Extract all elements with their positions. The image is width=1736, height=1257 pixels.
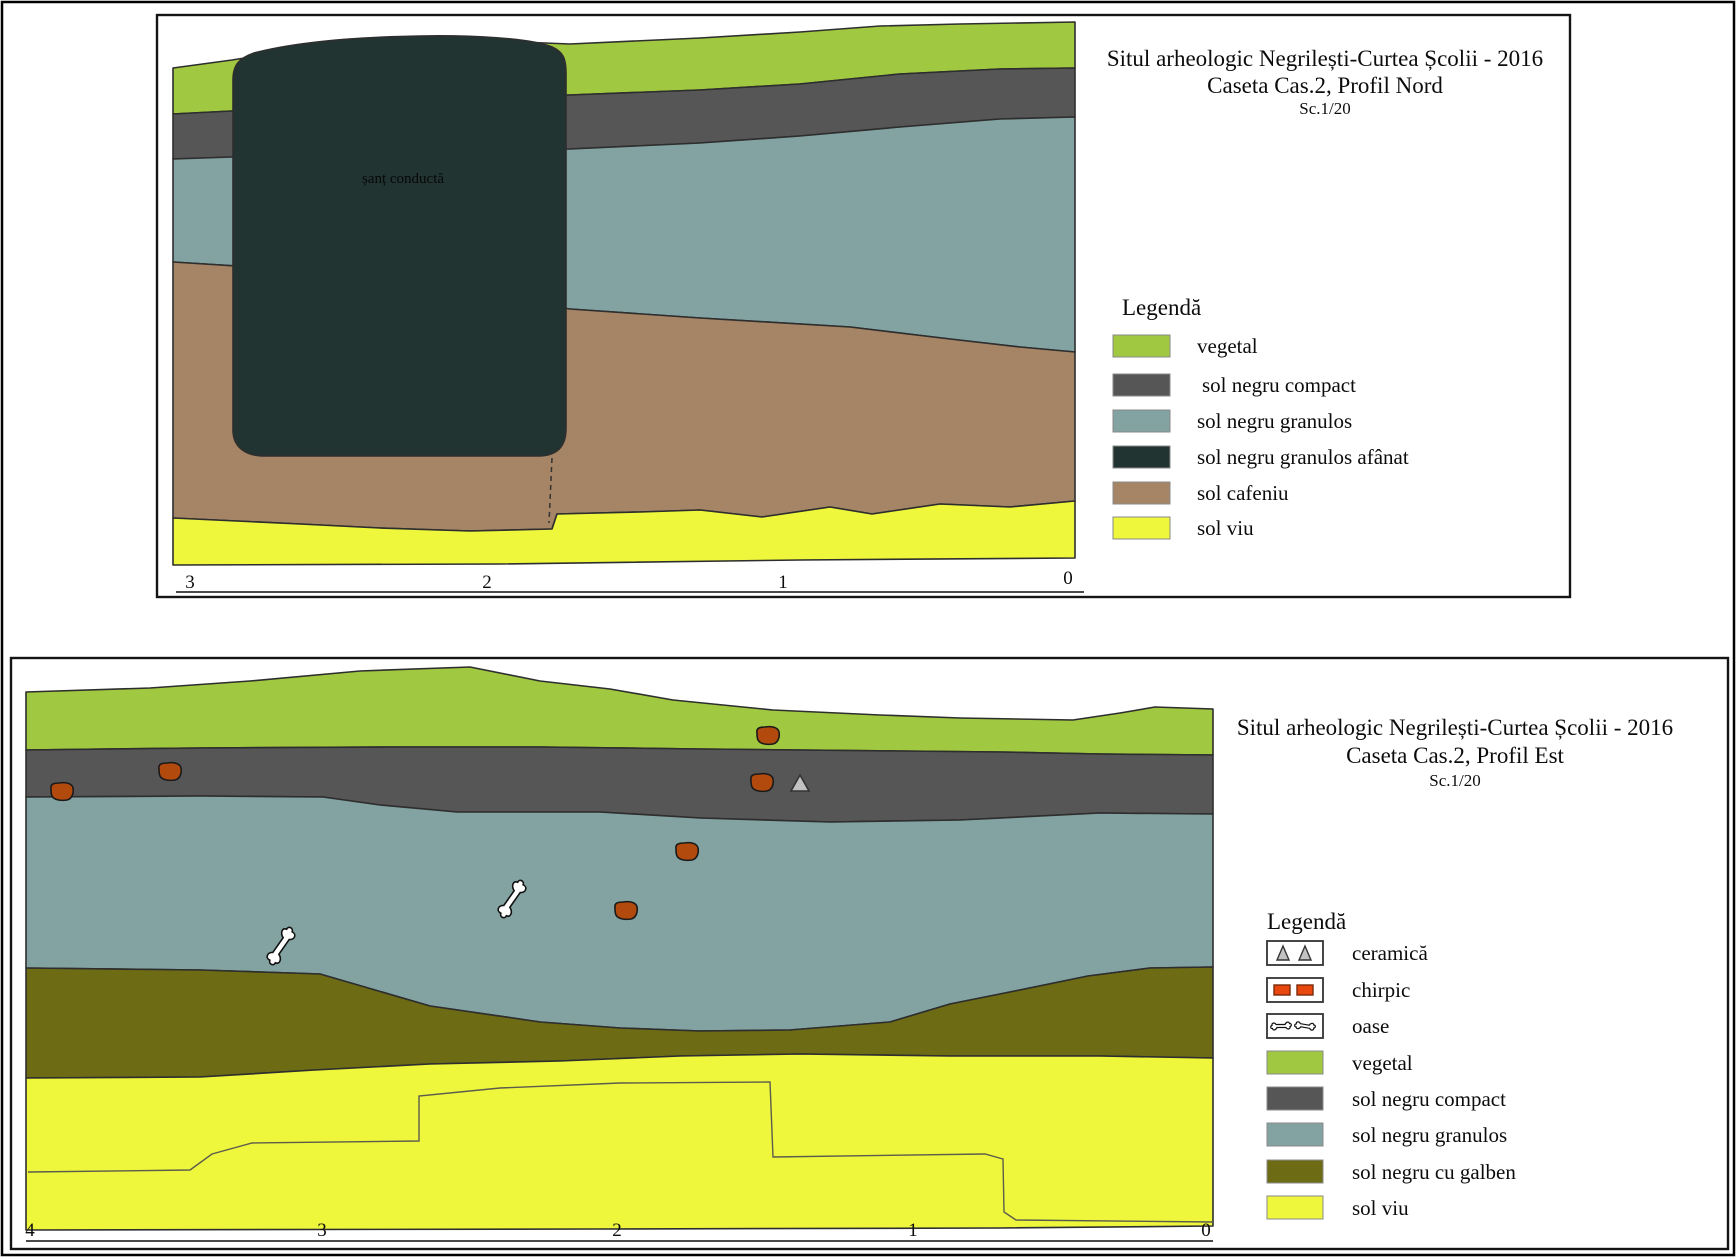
- legend-label: ceramică: [1352, 941, 1428, 965]
- title-line-2: Caseta Cas.2, Profil Nord: [1207, 73, 1443, 98]
- trench-label: șanț conductă: [362, 171, 444, 187]
- layer-sol-viu: [172, 500, 1076, 566]
- excavation-step-line: [27, 1081, 1214, 1223]
- ceramica-triangle-icon: [1297, 944, 1313, 961]
- legend-title: Legendă: [1267, 909, 1346, 934]
- legend-swatch-sol-negru-cu-galben: [1266, 1159, 1324, 1184]
- chirpic-fragment: [750, 772, 775, 793]
- title-line-2: Caseta Cas.2, Profil Est: [1346, 743, 1564, 768]
- legend-label: sol negru granulos: [1352, 1123, 1507, 1147]
- legend-label: sol negru compact: [1352, 1087, 1506, 1111]
- layer-sol-viu: [25, 1053, 1214, 1231]
- legend-swatch-sol-negru-granulos: [1112, 409, 1171, 433]
- scale-tick: 3: [317, 1220, 327, 1241]
- legend-label: sol negru granulos: [1197, 409, 1352, 433]
- scale-tick: 2: [612, 1220, 622, 1241]
- profil-nord-legend: Legendă vegetal sol negru compact sol ne…: [1112, 295, 1409, 540]
- legend-label: sol negru granulos afânat: [1197, 445, 1409, 469]
- title-line-1: Situl arheologic Negrilești-Curtea Școli…: [1237, 715, 1673, 740]
- title-scale-note: Sc.1/20: [1299, 99, 1350, 118]
- trench-dashed-limit: [548, 457, 553, 524]
- profil-nord-title: Situl arheologic Negrilești-Curtea Școli…: [1107, 46, 1543, 118]
- legend-title: Legendă: [1122, 295, 1201, 320]
- legend-swatch-sol-negru-compact: [1112, 373, 1171, 397]
- legend-swatch-sol-negru-granulos: [1266, 1122, 1324, 1147]
- panel-profil-est: 4 3 2 1 0 Situl arheologic Negrilești-Cu…: [9, 656, 1730, 1251]
- legend-label: sol viu: [1197, 516, 1254, 540]
- legend-label: vegetal: [1197, 334, 1258, 358]
- legend-swatch-sol-viu: [1266, 1195, 1324, 1220]
- profil-nord-frame: [155, 13, 1572, 599]
- legend-swatch-vegetal: [1266, 1050, 1324, 1075]
- title-line-1: Situl arheologic Negrilești-Curtea Școli…: [1107, 46, 1543, 71]
- chirpic-fragment: [614, 900, 639, 921]
- legend-label: sol cafeniu: [1197, 481, 1289, 505]
- legend-swatch-vegetal: [1112, 334, 1171, 358]
- scale-tick: 4: [25, 1220, 35, 1241]
- chirpic-fragment: [50, 781, 75, 802]
- ceramica-triangle-icon: [1275, 944, 1291, 961]
- chirpic-fragment: [158, 761, 183, 782]
- legend-label: sol negru compact: [1202, 373, 1356, 397]
- panel-profil-nord: șanț conductă 3 2 1 0 Situl arheologic N…: [155, 13, 1572, 599]
- scale-tick: 3: [185, 572, 195, 593]
- profil-est-legend: Legendă ceramică chirpic oase vegetal so…: [1266, 909, 1516, 1220]
- legend-symbol-ceramica: [1266, 940, 1324, 966]
- pipe-trench-cut: [232, 35, 567, 457]
- chirpic-rect-icon: [1296, 984, 1314, 996]
- profil-est-frame: [9, 656, 1730, 1251]
- ceramic-sherd: [789, 773, 811, 792]
- title-scale-note: Sc.1/20: [1429, 771, 1480, 790]
- scale-tick: 1: [908, 1220, 918, 1241]
- legend-swatch-sol-cafeniu: [1112, 481, 1171, 505]
- legend-label: chirpic: [1352, 978, 1410, 1002]
- legend-label: vegetal: [1352, 1051, 1413, 1075]
- legend-swatch-sol-viu: [1112, 516, 1171, 540]
- scale-tick: 1: [778, 572, 788, 593]
- chirpic-fragment: [756, 725, 781, 746]
- chirpic-fragment: [675, 841, 700, 862]
- profil-est-title: Situl arheologic Negrilești-Curtea Școli…: [1237, 715, 1673, 790]
- legend-swatch-sol-negru-granulos-afanat: [1112, 445, 1171, 469]
- legend-label: sol viu: [1352, 1196, 1409, 1220]
- legend-label: oase: [1352, 1014, 1389, 1038]
- scale-tick: 0: [1201, 1220, 1211, 1241]
- scale-tick: 0: [1063, 568, 1073, 589]
- legend-swatch-sol-negru-compact: [1266, 1086, 1324, 1111]
- scale-tick: 2: [482, 572, 492, 593]
- legend-label: sol negru cu galben: [1352, 1160, 1516, 1184]
- chirpic-rect-icon: [1273, 984, 1291, 996]
